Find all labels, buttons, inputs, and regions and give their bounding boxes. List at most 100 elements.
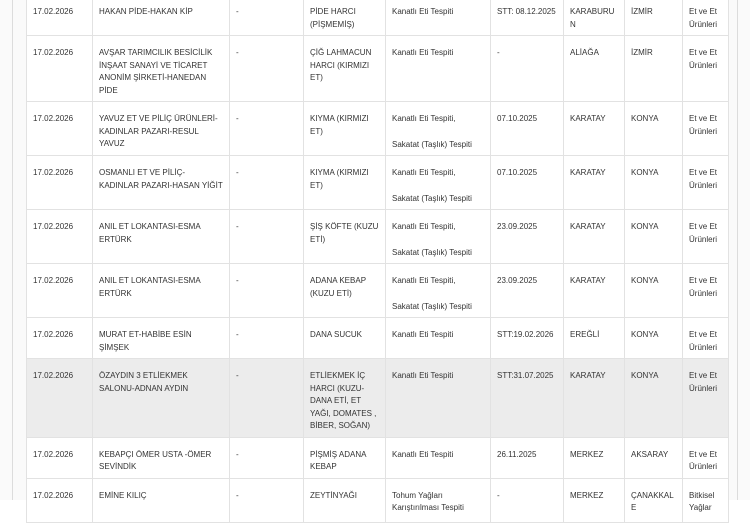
firm-cell: AVŞAR TARIMCILIK BESİCİLİK İNŞAAT SANAYİ… <box>92 35 230 102</box>
violation-line: Kanatlı Eti Tespiti <box>392 7 454 16</box>
violation-cell: Kanatlı Eti Tespiti, Sakatat (Taşlık) Tes… <box>385 209 491 264</box>
violation-line: Kanatlı Eti Tespiti, <box>392 114 456 123</box>
document-page: 17.02.2026 HAKAN PİDE-HAKAN KİP - PİDE HARC… <box>12 0 738 523</box>
violation-line: Kanatlı Eti Tespiti <box>392 330 454 339</box>
violation-cell: Kanatlı Eti Tespiti <box>385 35 491 102</box>
violation-cell: Kanatlı Eti Tespiti <box>385 317 491 359</box>
date-cell: 17.02.2026 <box>26 35 93 102</box>
firm-cell: MURAT ET-HABİBE ESİN ŞİMŞEK <box>92 317 230 359</box>
product-cell: DANA SUCUK <box>303 317 386 359</box>
firm-cell: ANIL ET LOKANTASI-ESMA ERTÜRK <box>92 263 230 318</box>
province-cell: İZMİR <box>624 0 683 36</box>
table-row: 17.02.2026 HAKAN PİDE-HAKAN KİP - PİDE HARC… <box>26 0 729 36</box>
product-cell: KIYMA (KIRMIZI ET) <box>303 101 386 156</box>
batch-cell: 26.11.2025 <box>490 436 564 479</box>
violation-line: Kanatlı Eti Tespiti <box>392 48 454 57</box>
batch-cell: STT:19.02.2026 <box>490 317 564 359</box>
product-cell: ADANA KEBAP (KUZU ETİ) <box>303 263 386 318</box>
brand-cell: - <box>229 101 304 156</box>
violation-cell: Kanatlı Eti Tespiti <box>385 0 491 36</box>
violation-cell: Kanatlı Eti Tespiti, Sakatat (Taşlık) Tes… <box>385 155 491 210</box>
district-cell: KARATAY <box>563 155 625 210</box>
violation-line: Kanatlı Eti Tespiti, <box>392 276 456 285</box>
group-cell: Et ve Et Ürünleri <box>682 209 729 264</box>
district-cell: KARATAY <box>563 263 625 318</box>
batch-cell: - <box>490 35 564 102</box>
product-cell: ŞİŞ KÖFTE (KUZU ETİ) <box>303 209 386 264</box>
batch-cell: 23.09.2025 <box>490 263 564 318</box>
violation-line: Kanatlı Eti Tespiti <box>392 449 454 459</box>
product-cell: ÇİĞ LAHMACUN HARCI (KIRMIZI ET) <box>303 35 386 102</box>
violation-line: Kanatlı Eti Tespiti, <box>392 222 456 231</box>
province-cell: KONYA <box>624 263 683 318</box>
batch-cell: STT:31.07.2025 <box>490 358 564 438</box>
table-row: 17.02.2026 YAVUZ ET VE PİLİÇ ÜRÜNLERİ-KAD… <box>26 101 729 156</box>
province-cell: ÇANAKKALE <box>624 477 683 523</box>
table-row: 17.02.2026 ANIL ET LOKANTASI-ESMA ERTÜRK -… <box>26 263 729 318</box>
table-row: 17.02.2026 AVŞAR TARIMCILIK BESİCİLİK İNŞ… <box>26 35 729 102</box>
brand-cell: - <box>229 436 304 479</box>
province-cell: KONYA <box>624 209 683 264</box>
violation-line: Kanatlı Eti Tespiti, <box>392 168 456 177</box>
group-cell: Et ve Et Ürünleri <box>682 0 729 36</box>
district-cell: KARATAY <box>563 101 625 156</box>
district-cell: MERKEZ <box>563 477 625 523</box>
date-cell: 17.02.2026 <box>26 477 93 523</box>
group-cell: Et ve Et Ürünleri <box>682 317 729 359</box>
brand-cell: - <box>229 0 304 36</box>
table-row: 17.02.2026 ANIL ET LOKANTASI-ESMA ERTÜRK -… <box>26 209 729 264</box>
brand-cell: - <box>229 477 304 523</box>
province-cell: KONYA <box>624 101 683 156</box>
violation-cell: Kanatlı Eti Tespiti <box>385 436 491 479</box>
violations-table: 17.02.2026 HAKAN PİDE-HAKAN KİP - PİDE HARC… <box>26 0 729 523</box>
province-cell: KONYA <box>624 155 683 210</box>
violation-line: Tohum Yağları Karıştırılması Tespiti <box>392 490 464 513</box>
date-cell: 17.02.2026 <box>26 317 93 359</box>
violation-cell: Kanatlı Eti Tespiti, Sakatat (Taşlık) Tes… <box>385 263 491 318</box>
firm-cell: OSMANLI ET VE PİLİÇ-KADINLAR PAZARI-HASA… <box>92 155 230 210</box>
batch-cell: 07.10.2025 <box>490 101 564 156</box>
group-cell: Et ve Et Ürünleri <box>682 358 729 438</box>
table-row: 17.02.2026 ÖZAYDIN 3 ETLİEKMEK SALONU-ADN… <box>26 358 729 438</box>
firm-cell: YAVUZ ET VE PİLİÇ ÜRÜNLERİ-KADINLAR PAZA… <box>92 101 230 156</box>
product-cell: PİŞMİŞ ADANA KEBAP <box>303 436 386 479</box>
brand-cell: - <box>229 155 304 210</box>
violation-line: Sakatat (Taşlık) Tespiti <box>392 301 472 311</box>
province-cell: KONYA <box>624 317 683 359</box>
batch-cell: 07.10.2025 <box>490 155 564 210</box>
table-row: 17.02.2026 EMİNE KILIÇ - ZEYTİNYAĞI Tohum Ya… <box>26 477 729 523</box>
batch-cell: - <box>490 477 564 523</box>
product-cell: KIYMA (KIRMIZI ET) <box>303 155 386 210</box>
group-cell: Et ve Et Ürünleri <box>682 35 729 102</box>
brand-cell: - <box>229 35 304 102</box>
firm-cell: ÖZAYDIN 3 ETLİEKMEK SALONU-ADNAN AYDIN <box>92 358 230 438</box>
violation-line: Sakatat (Taşlık) Tespiti <box>392 193 472 203</box>
batch-cell: STT: 08.12.2025 <box>490 0 564 36</box>
brand-cell: - <box>229 263 304 318</box>
product-cell: PİDE HARCI (PİŞMEMİŞ) <box>303 0 386 36</box>
group-cell: Et ve Et Ürünleri <box>682 436 729 479</box>
province-cell: İZMİR <box>624 35 683 102</box>
date-cell: 17.02.2026 <box>26 436 93 479</box>
product-cell: ETLİEKMEK İÇ HARCI (KUZU-DANA ETİ, ET YA… <box>303 358 386 438</box>
batch-cell: 23.09.2025 <box>490 209 564 264</box>
violation-cell: Kanatlı Eti Tespiti <box>385 358 491 438</box>
district-cell: ALİAĞA <box>563 35 625 102</box>
group-cell: Et ve Et Ürünleri <box>682 263 729 318</box>
brand-cell: - <box>229 358 304 438</box>
violation-cell: Kanatlı Eti Tespiti, Sakatat (Taşlık) Tes… <box>385 101 491 156</box>
group-cell: Bitkisel Yağlar <box>682 477 729 523</box>
date-cell: 17.02.2026 <box>26 263 93 318</box>
table-row: 17.02.2026 MURAT ET-HABİBE ESİN ŞİMŞEK - DA… <box>26 317 729 359</box>
district-cell: KARABURUN <box>563 0 625 36</box>
firm-cell: HAKAN PİDE-HAKAN KİP <box>92 0 230 36</box>
firm-cell: ANIL ET LOKANTASI-ESMA ERTÜRK <box>92 209 230 264</box>
province-cell: KONYA <box>624 358 683 438</box>
brand-cell: - <box>229 209 304 264</box>
district-cell: MERKEZ <box>563 436 625 479</box>
date-cell: 17.02.2026 <box>26 101 93 156</box>
firm-cell: EMİNE KILIÇ <box>92 477 230 523</box>
province-cell: AKSARAY <box>624 436 683 479</box>
page-border-left <box>12 0 13 500</box>
firm-cell: KEBAPÇI ÖMER USTA -ÖMER SEVİNDİK <box>92 436 230 479</box>
